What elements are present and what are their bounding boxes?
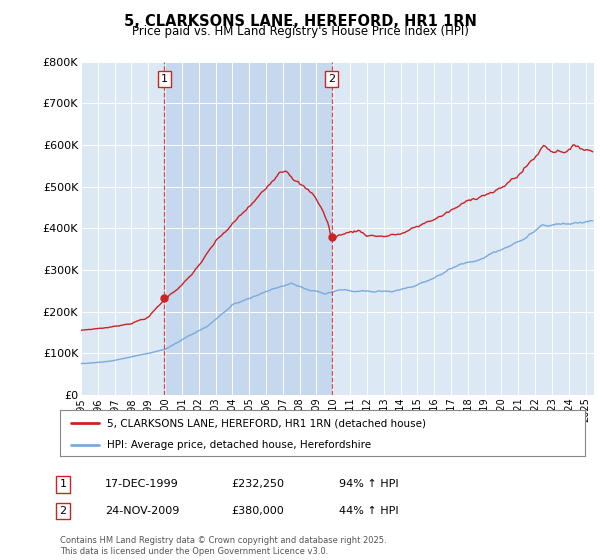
Text: £232,250: £232,250	[231, 479, 284, 489]
Text: 44% ↑ HPI: 44% ↑ HPI	[339, 506, 398, 516]
Text: 24-NOV-2009: 24-NOV-2009	[105, 506, 179, 516]
Text: 1: 1	[161, 74, 168, 84]
Text: 17-DEC-1999: 17-DEC-1999	[105, 479, 179, 489]
Text: Price paid vs. HM Land Registry's House Price Index (HPI): Price paid vs. HM Land Registry's House …	[131, 25, 469, 38]
Text: 2: 2	[59, 506, 67, 516]
Text: 2: 2	[328, 74, 335, 84]
Text: Contains HM Land Registry data © Crown copyright and database right 2025.
This d: Contains HM Land Registry data © Crown c…	[60, 536, 386, 556]
Text: 5, CLARKSONS LANE, HEREFORD, HR1 1RN (detached house): 5, CLARKSONS LANE, HEREFORD, HR1 1RN (de…	[107, 418, 426, 428]
Text: HPI: Average price, detached house, Herefordshire: HPI: Average price, detached house, Here…	[107, 440, 371, 450]
Text: 94% ↑ HPI: 94% ↑ HPI	[339, 479, 398, 489]
Text: £380,000: £380,000	[231, 506, 284, 516]
Text: 5, CLARKSONS LANE, HEREFORD, HR1 1RN: 5, CLARKSONS LANE, HEREFORD, HR1 1RN	[124, 14, 476, 29]
Text: 1: 1	[59, 479, 67, 489]
Bar	[164, 62, 332, 395]
